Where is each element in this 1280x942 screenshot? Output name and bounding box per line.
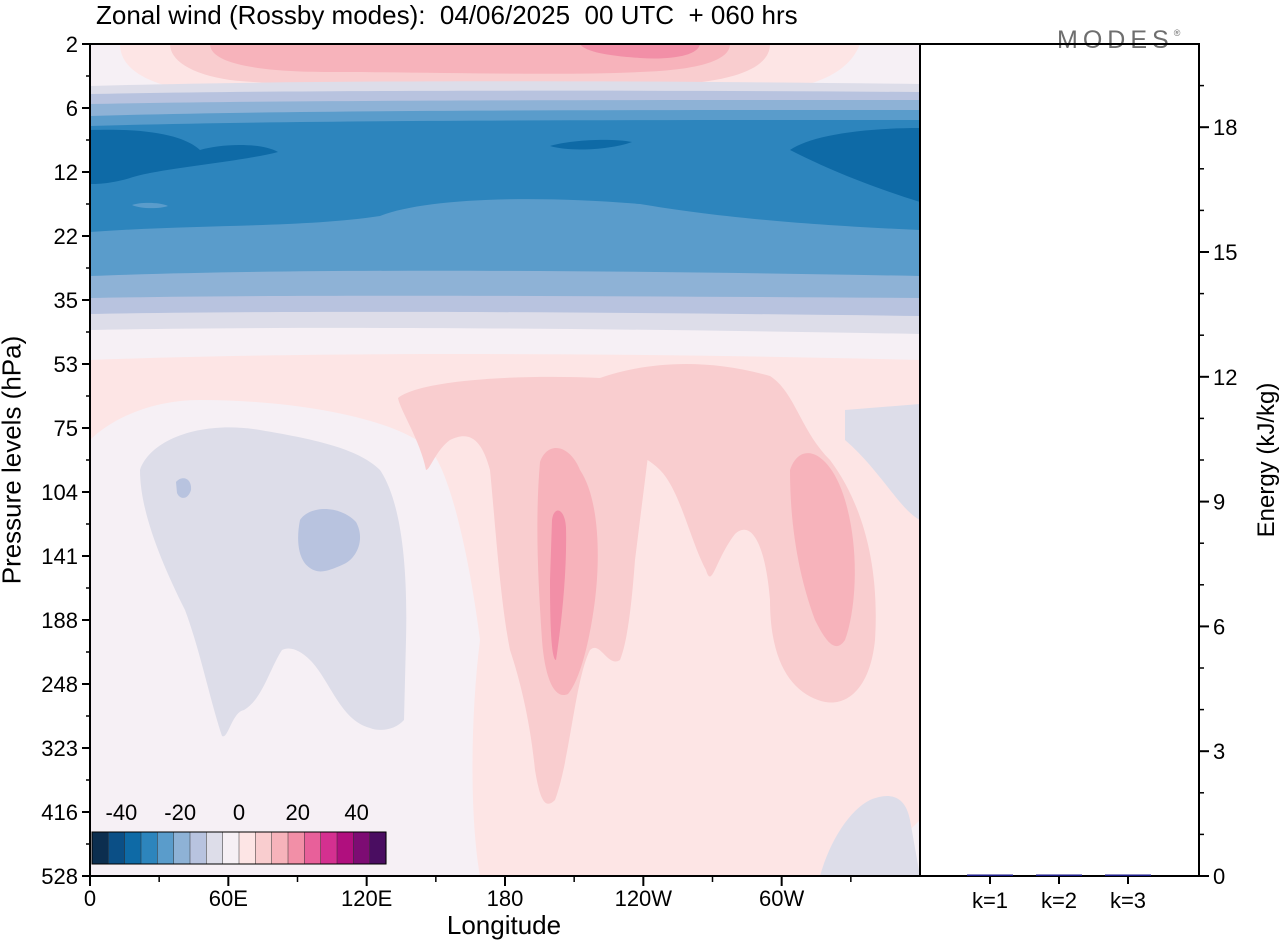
y-tick-label: 188 [41,608,78,633]
energy-tick-label: 9 [1213,490,1225,515]
energy-tick-label: 12 [1213,365,1237,390]
contour-top-pink-4 [580,44,700,59]
colorbar-cell [320,831,338,865]
chart-title: Zonal wind (Rossby modes): 04/06/2025 00… [96,0,798,30]
colorbar-cell [353,831,371,865]
colorbar-tick-label: -20 [164,800,196,825]
y-axis: 2 6 12 22 35 53 75 104 141 188 248 323 416 528 [41,32,90,889]
contour-easterly-2 [298,508,361,572]
registered-mark: ® [1173,28,1181,38]
colorbar-cell [189,831,207,865]
energy-bar [1105,874,1151,876]
y-axis-label: Pressure levels (hPa) [0,335,27,585]
x-tick-label: 120E [341,886,392,911]
y-tick-label: 104 [41,480,78,505]
y-tick-label: 53 [54,352,78,377]
y-tick-label: 75 [54,416,78,441]
contour-band-8 [550,139,632,150]
bar-category-label: k=3 [1110,888,1146,913]
y-tick-label: 248 [41,672,78,697]
colorbar-cell [157,831,175,865]
colorbar-cell [108,831,126,865]
x-tick-label: 60W [759,886,804,911]
colorbar-tick-label: -40 [106,800,138,825]
colorbar-cell [124,831,142,865]
contour-field [90,44,920,876]
x-axis-label: Longitude [446,910,562,940]
energy-axis-label: Energy (kJ/kg) [1253,382,1280,538]
x-axis: 0 60E 120E 180 120W 60W [84,876,852,911]
colorbar-cell [369,831,387,865]
y-tick-label: 323 [41,736,78,761]
x-tick-label: 0 [84,886,96,911]
contour-easterly-5 [845,404,920,520]
contour-trop-pink-5 [550,510,567,660]
colorbar-frame [91,831,387,865]
contour-easterly-4 [820,796,920,876]
contour-easterly-1 [140,427,407,737]
brand-name: MODES [1057,26,1174,54]
y-tick-label: 528 [41,864,78,889]
contour-band-7 [790,128,920,202]
colorbar-cell [336,831,354,865]
colorbar: -40 -20 0 20 40 [91,800,387,865]
contour-band-5 [90,120,920,232]
brand-logo: MODES® [1057,18,1180,55]
energy-tick-label: 18 [1213,115,1237,140]
energy-tick-label: 15 [1213,240,1237,265]
energy-bar [967,874,1013,876]
contour-trop-pink-2 [398,363,876,804]
y-tick-label: 35 [54,288,78,313]
y-tick-label: 6 [66,96,78,121]
energy-tick-label: 6 [1213,614,1225,639]
x-tick-label: 60E [209,886,248,911]
colorbar-cell [222,831,240,865]
energy-tick-label: 3 [1213,739,1225,764]
colorbar-tick-label: 20 [286,800,310,825]
energy-tick-label: 0 [1213,864,1225,889]
y-tick-label: 2 [66,32,78,57]
bar-category-label: k=1 [972,888,1008,913]
contour-band-6 [90,129,278,184]
colorbar-cell [238,831,256,865]
contour-trop-pink-4 [790,453,855,647]
colorbar-cell [91,831,109,865]
colorbar-cell [271,831,289,865]
energy-bars: k=1 k=2 k=3 [967,874,1151,913]
colorbar-cell [206,831,224,865]
colorbar-tick-label: 0 [233,800,245,825]
bar-frame [919,43,1200,877]
bar-category-label: k=2 [1041,888,1077,913]
y-tick-label: 141 [41,544,78,569]
contour-easterly-3 [176,478,192,498]
colorbar-cell [173,831,191,865]
colorbar-cell [255,831,273,865]
x-tick-label: 180 [487,886,524,911]
x-tick-label: 120W [615,886,673,911]
colorbar-cell [287,831,305,865]
y-tick-label: 12 [54,160,78,185]
energy-axis: 0 3 6 9 12 15 18 [1199,84,1237,889]
colorbar-tick-label: 40 [344,800,368,825]
energy-bar [1036,874,1082,876]
y-tick-label: 22 [54,224,78,249]
colorbar-cell [304,831,322,865]
colorbar-cell [140,831,158,865]
contour-band-9 [132,202,168,209]
y-tick-label: 416 [41,800,78,825]
